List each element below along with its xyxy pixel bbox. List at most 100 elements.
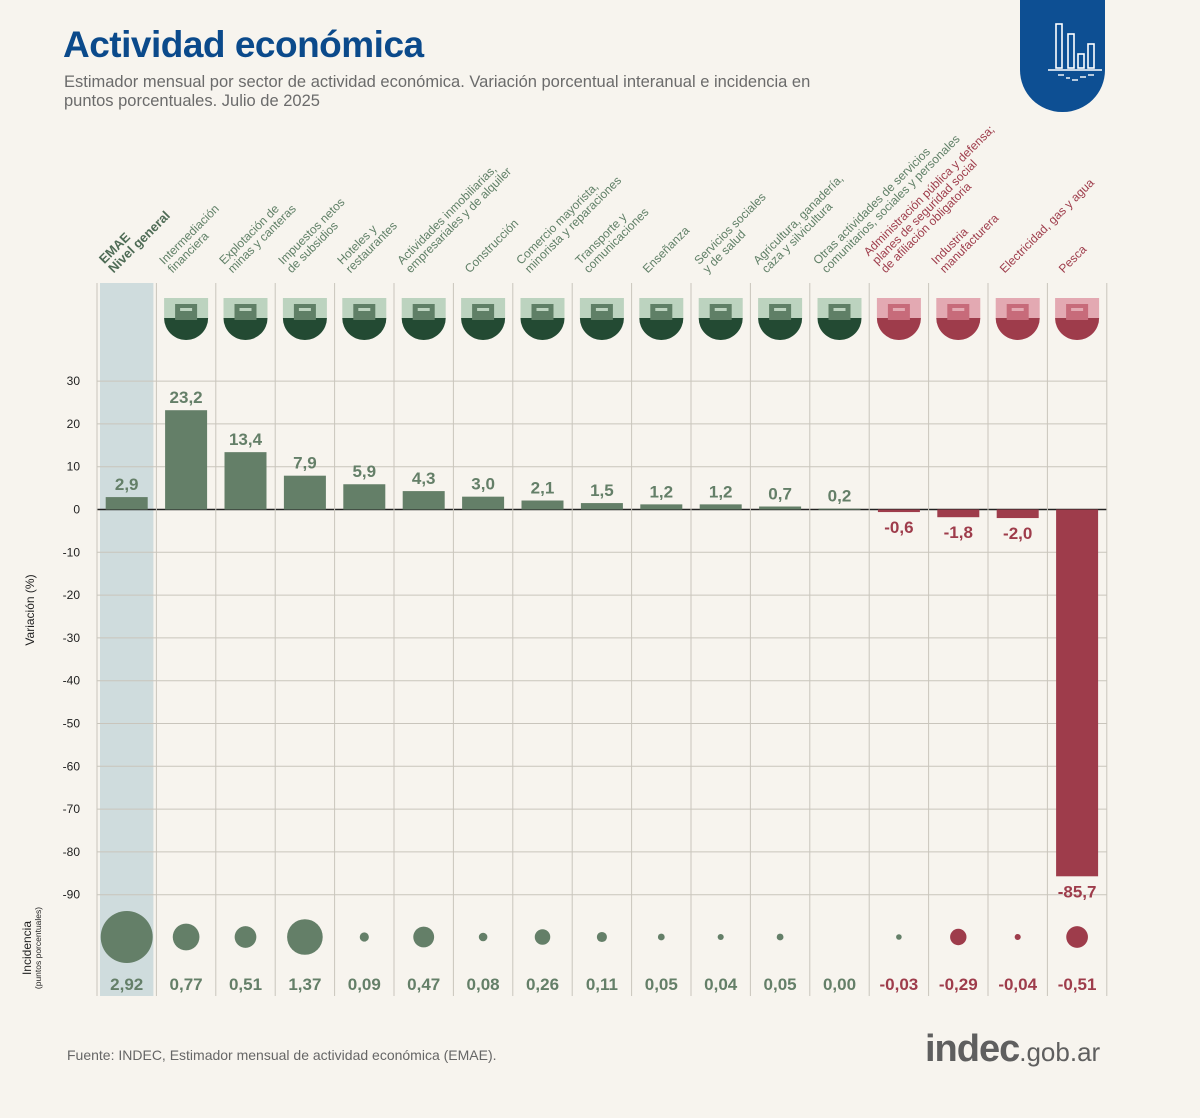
cow-grain-icon <box>758 298 803 340</box>
page-title: Actividad económica <box>63 24 424 65</box>
incidence-bubble <box>413 926 435 948</box>
incidence-bubble <box>717 933 724 941</box>
school-desk-icon <box>639 298 684 340</box>
incidence-bubble <box>172 923 200 951</box>
brand-suffix: .gob.ar <box>1019 1037 1101 1067</box>
bar-value-label: -0,6 <box>884 518 913 537</box>
bar <box>937 509 980 518</box>
incidence-value-label: 0,05 <box>645 975 678 994</box>
fish-hook-icon <box>1055 298 1100 340</box>
incidence-value-label: 0,00 <box>823 975 856 994</box>
brand-main: indec <box>925 1028 1020 1070</box>
incidence-sublabel: (puntos porcentuales) <box>33 906 43 990</box>
gears-icon <box>936 298 981 340</box>
bar <box>343 484 386 510</box>
health-kit-icon <box>698 298 743 340</box>
incidence-bubble <box>100 911 153 963</box>
incidence-bubble <box>657 933 665 941</box>
incidence-value-label: 0,26 <box>526 975 559 994</box>
incidence-value-label: 0,77 <box>170 975 203 994</box>
y-tick-label: 20 <box>67 417 81 431</box>
incidence-axis-label: Incidencia (puntos porcentuales) <box>20 906 44 990</box>
incidence-value-label: -0,04 <box>998 975 1037 994</box>
congress-building-icon <box>876 298 921 340</box>
bar-value-label: -85,7 <box>1058 882 1097 901</box>
y-tick-label: -50 <box>63 717 81 731</box>
y-tick-label: 10 <box>67 460 81 474</box>
dump-truck-icon <box>461 298 506 340</box>
incidence-value-label: -0,03 <box>880 975 919 994</box>
bar-value-label: 4,3 <box>412 469 436 488</box>
incidence-value-label: 0,05 <box>764 975 797 994</box>
bar-value-label: 1,2 <box>649 482 673 501</box>
incidence-value-label: 0,09 <box>348 975 381 994</box>
bar-value-label: 7,9 <box>293 454 317 473</box>
bar-value-label: 0,7 <box>768 485 792 504</box>
bar <box>580 503 623 510</box>
incidence-bubble <box>776 933 784 941</box>
incidence-value-label: 0,11 <box>586 975 618 994</box>
y-tick-label: -70 <box>63 802 81 816</box>
bar <box>105 497 148 510</box>
incidence-value-label: 2,92 <box>110 975 143 994</box>
y-tick-label: 30 <box>67 374 81 388</box>
incidence-value-label: -0,29 <box>939 975 978 994</box>
incidence-label: Incidencia <box>20 920 34 976</box>
bar <box>283 475 326 510</box>
bar-value-label: 1,5 <box>590 481 614 500</box>
bar-value-label: 5,9 <box>352 462 376 481</box>
bar-value-label: 2,1 <box>531 479 555 498</box>
incidence-bubble <box>534 929 551 945</box>
bar-value-label: 23,2 <box>170 388 203 407</box>
real-estate-icon <box>401 298 446 340</box>
bar-value-label: 0,2 <box>828 487 852 506</box>
indec-logo[interactable]: indec.gob.ar <box>925 1028 1100 1071</box>
incidence-value-label: 0,51 <box>229 975 262 994</box>
oil-pump-icon <box>223 298 268 340</box>
bar-value-label: 1,2 <box>709 482 733 501</box>
power-tower-icon <box>995 298 1040 340</box>
bar <box>165 410 208 510</box>
bar-value-label: -1,8 <box>944 523 973 542</box>
y-tick-label: -20 <box>63 588 81 602</box>
y-tick-label: -60 <box>63 759 81 773</box>
bar <box>877 509 920 513</box>
incidence-bubble <box>1014 933 1021 941</box>
incidence-bubble <box>1066 926 1088 948</box>
incidence-bubble <box>596 931 607 943</box>
chart: 30 20 10 0 -10 -20 -30 -40 -50 -60 -70 -80 -90 2,9 2,9… <box>63 283 1108 996</box>
bar-chart-icon <box>1048 23 1102 81</box>
highlight-column <box>100 283 154 996</box>
bar <box>818 508 861 510</box>
tax-document-coins-icon <box>282 298 327 340</box>
y-axis-label: Variación (%) <box>23 574 37 646</box>
incidence-value-label: -0,51 <box>1058 975 1097 994</box>
incidence-bubble <box>950 928 967 946</box>
y-tick-label: -40 <box>63 674 81 688</box>
incidence-value-label: 0,47 <box>407 975 440 994</box>
bar <box>759 506 802 510</box>
incidence-bubble <box>478 932 488 942</box>
bar <box>640 504 683 510</box>
bar <box>224 452 267 510</box>
incidence-bubble <box>896 934 902 940</box>
bar <box>996 509 1039 519</box>
bar <box>521 500 564 510</box>
shopping-cart-icon <box>520 298 565 340</box>
y-tick-label: -10 <box>63 545 81 559</box>
bank-icon <box>164 298 209 340</box>
theater-masks-icon <box>817 298 862 340</box>
hotel-icon <box>342 298 387 340</box>
bar <box>402 491 445 510</box>
page-subtitle: Estimador mensual por sector de activida… <box>64 73 811 110</box>
bar-value-label: 3,0 <box>471 475 495 494</box>
incidence-bubble <box>359 932 369 942</box>
bar-value-label: 2,9 <box>115 475 139 494</box>
indec-badge <box>1020 0 1105 112</box>
transport-antenna-icon <box>579 298 624 340</box>
incidence-bubble <box>287 919 323 955</box>
bar <box>699 504 742 510</box>
y-tick-label: -30 <box>63 631 81 645</box>
bar-value-label: 13,4 <box>229 430 263 449</box>
y-tick-label: -80 <box>63 845 81 859</box>
